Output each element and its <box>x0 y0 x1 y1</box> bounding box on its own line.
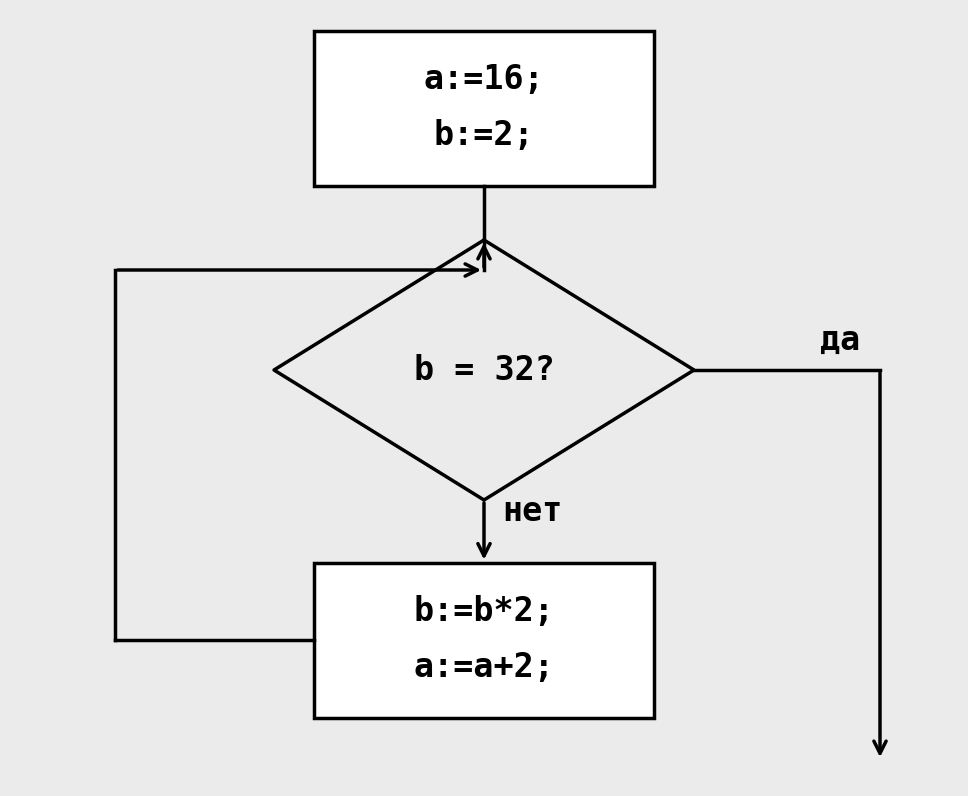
Text: нет: нет <box>502 495 562 528</box>
FancyBboxPatch shape <box>314 30 654 185</box>
Text: b = 32?: b = 32? <box>413 353 555 387</box>
FancyBboxPatch shape <box>314 563 654 717</box>
Text: a:=16;: a:=16; <box>424 64 544 96</box>
Text: a:=a+2;: a:=a+2; <box>413 651 555 685</box>
Text: b:=b*2;: b:=b*2; <box>413 595 555 629</box>
Text: да: да <box>820 323 860 357</box>
Text: b:=2;: b:=2; <box>434 119 534 153</box>
